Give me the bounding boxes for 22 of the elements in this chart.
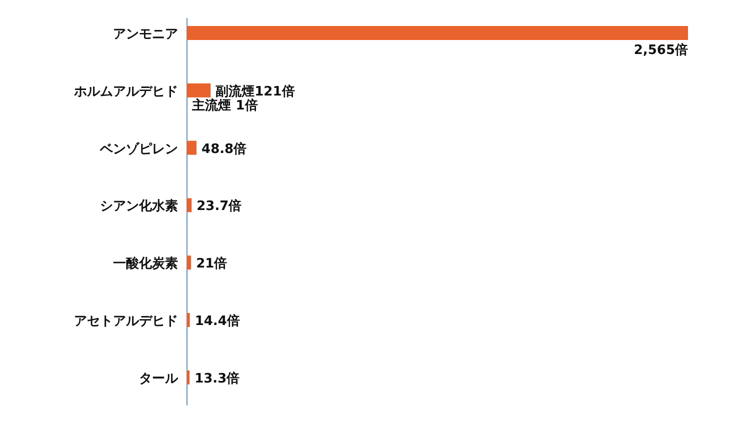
bar — [187, 140, 197, 155]
y-tick-label: アセトアルデヒド — [74, 314, 178, 329]
data-label: 13.3倍 — [194, 370, 240, 386]
bar — [187, 83, 211, 98]
y-tick-label: 一酸化炭素 — [113, 256, 178, 272]
text: 副流煙121倍 — [216, 84, 295, 100]
data-label: 21倍 — [196, 256, 228, 272]
data-label: 2,565倍 — [634, 42, 688, 58]
data-label: 23.7倍 — [196, 198, 242, 214]
y-tick-label: シアン化水素 — [100, 198, 178, 214]
y-tick-label: ホルムアルデヒド — [73, 84, 178, 100]
bar — [187, 256, 192, 270]
bar — [187, 198, 192, 212]
data-label: 48.8倍 — [202, 140, 247, 157]
bar — [187, 313, 190, 327]
y-tick-label: アンモニア — [113, 27, 178, 42]
bar — [187, 370, 190, 384]
bar — [187, 26, 688, 40]
y-tick-label: タール — [139, 371, 179, 386]
data-label: 14.4倍 — [194, 313, 240, 329]
y-tick-label: ベンゾピレン — [99, 140, 178, 157]
text: 主流煙 1倍 — [192, 98, 258, 114]
